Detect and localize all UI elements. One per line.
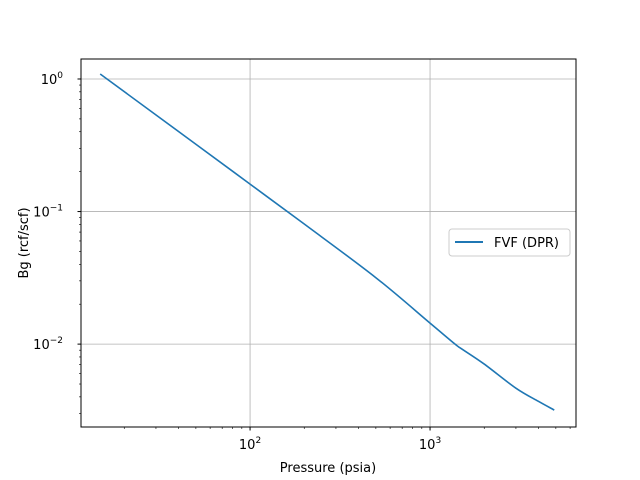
x-tick-exponent: 2 xyxy=(255,436,261,446)
legend-label: FVF (DPR) xyxy=(494,236,559,251)
x-tick-label: 102 xyxy=(239,436,261,453)
y-tick-label: 100 xyxy=(41,71,64,88)
ticks: 102 103 100 10−1 10−2 xyxy=(33,71,571,453)
legend: FVF (DPR) xyxy=(448,228,571,257)
y-axis-label: Bg (rcf/scf) xyxy=(17,207,32,278)
series-layer xyxy=(99,73,555,411)
y-tick-exponent: −2 xyxy=(50,336,63,346)
grid xyxy=(81,59,576,427)
y-tick-exponent: −1 xyxy=(50,204,63,214)
legend-box xyxy=(448,228,571,257)
x-tick-label: 103 xyxy=(419,436,441,453)
x-tick-exponent: 3 xyxy=(435,436,441,446)
series-line-fvf xyxy=(99,73,555,411)
y-tick-label: 10−1 xyxy=(33,204,63,221)
y-tick-label: 10−2 xyxy=(33,336,63,353)
axes-frame xyxy=(80,58,577,428)
x-axis-label: Pressure (psia) xyxy=(280,461,376,476)
y-tick-exponent: 0 xyxy=(57,71,63,81)
